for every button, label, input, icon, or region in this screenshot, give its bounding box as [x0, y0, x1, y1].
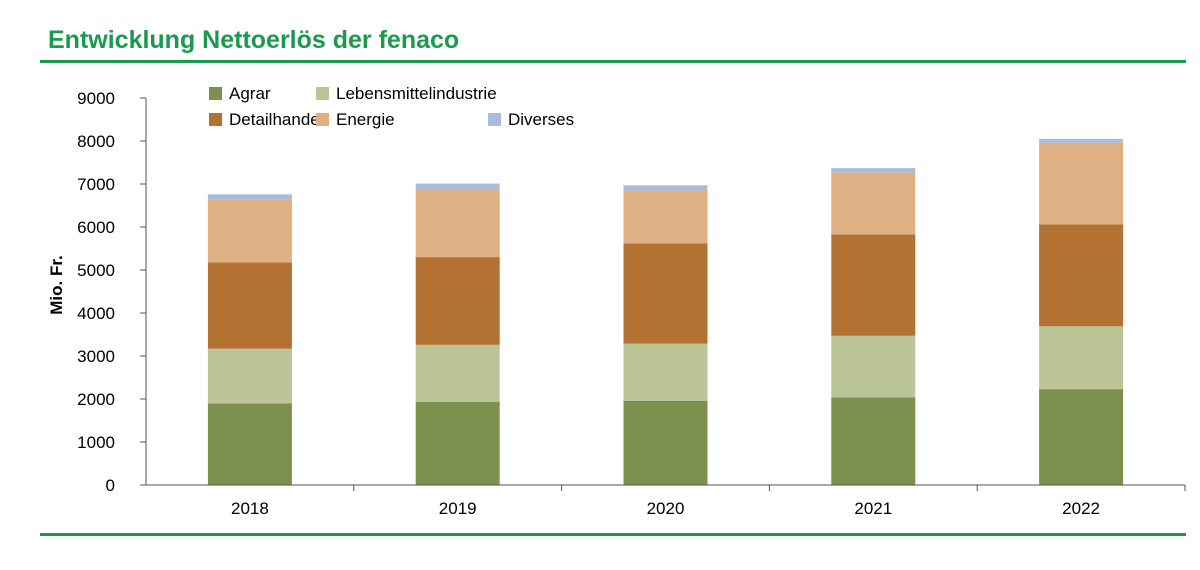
- bar-2018-diverses: [207, 194, 292, 200]
- bar-2018-energie: [207, 199, 292, 263]
- bar-2020-energie: [623, 190, 708, 244]
- y-axis-title: Mio. Fr.: [47, 255, 66, 315]
- y-tick-label: 8000: [77, 132, 115, 151]
- y-tick-label: 3000: [77, 347, 115, 366]
- bar-2019-energie: [415, 189, 500, 258]
- legend-label-diverses: Diverses: [508, 110, 574, 129]
- bar-2021-detailhandel: [831, 234, 916, 336]
- legend-swatch-agrar: [209, 87, 222, 100]
- x-tick-label: 2018: [231, 499, 269, 518]
- y-tick-label: 2000: [77, 390, 115, 409]
- bar-2018-detailhandel: [207, 262, 292, 349]
- y-tick-label: 1000: [77, 433, 115, 452]
- y-tick-label: 7000: [77, 175, 115, 194]
- axes: 2018 2019 2020 2021 2022 0 1000 2000 3000 4000 500…: [77, 89, 1186, 518]
- bars: [207, 138, 1124, 485]
- bar-2021-agrar: [831, 397, 916, 485]
- x-tick-label: 2020: [647, 499, 685, 518]
- bottom-divider: [40, 533, 1186, 536]
- bar-2022-agrar: [1039, 389, 1124, 485]
- bar-2019-detailhandel: [415, 257, 500, 345]
- bar-2022-lebensmittelindustrie: [1039, 326, 1124, 390]
- bar-2021-energie: [831, 172, 916, 235]
- y-tick-label: 0: [106, 476, 115, 495]
- legend-label-detailhandel: Detailhandel: [229, 110, 324, 129]
- bar-2021-lebensmittelindustrie: [831, 335, 916, 398]
- bar-2022-energie: [1039, 142, 1124, 225]
- bar-2022-detailhandel: [1039, 224, 1124, 327]
- bar-2020-detailhandel: [623, 243, 708, 344]
- bar-2019-diverses: [415, 183, 500, 190]
- x-tick-label: 2021: [854, 499, 892, 518]
- bar-2018-agrar: [207, 403, 292, 485]
- x-tick-label: 2019: [439, 499, 477, 518]
- bar-2019-lebensmittelindustrie: [415, 344, 500, 403]
- y-tick-label: 6000: [77, 218, 115, 237]
- top-divider: [40, 60, 1186, 63]
- legend-label-energie: Energie: [336, 110, 395, 129]
- legend-swatch-energie: [316, 113, 329, 126]
- bar-2021-diverses: [831, 168, 916, 173]
- legend: Agrar Lebensmittelindustrie Detailhandel En…: [209, 84, 574, 129]
- bar-2022-diverses: [1039, 138, 1124, 143]
- y-tick-label: 4000: [77, 304, 115, 323]
- bar-2020-diverses: [623, 185, 708, 191]
- y-tick-label: 9000: [77, 89, 115, 108]
- legend-swatch-diverses: [488, 113, 501, 126]
- bar-2018-lebensmittelindustrie: [207, 348, 292, 404]
- x-tick-label: 2022: [1062, 499, 1100, 518]
- legend-swatch-detailhandel: [209, 113, 222, 126]
- legend-swatch-lebensmittelindustrie: [316, 87, 329, 100]
- bar-2020-lebensmittelindustrie: [623, 343, 708, 401]
- bar-2019-agrar: [415, 402, 500, 485]
- legend-label-lebensmittelindustrie: Lebensmittelindustrie: [336, 84, 497, 103]
- legend-label-agrar: Agrar: [229, 84, 271, 103]
- chart-title: Entwicklung Nettoerlös der fenaco: [48, 26, 460, 54]
- bar-2020-agrar: [623, 400, 708, 485]
- y-tick-label: 5000: [77, 261, 115, 280]
